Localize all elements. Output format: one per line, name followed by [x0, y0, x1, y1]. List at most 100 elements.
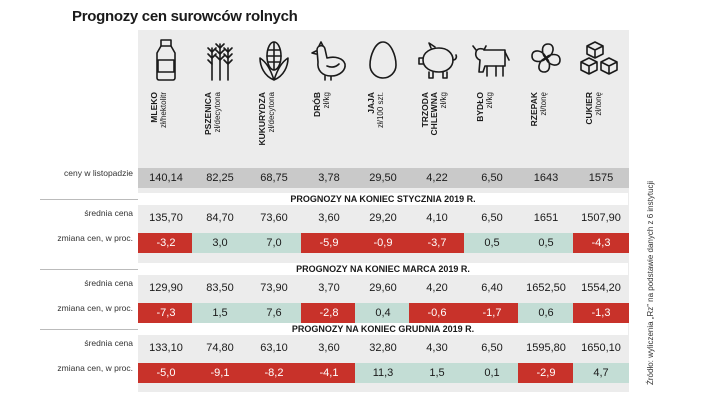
- change-pct-cell: 0,4: [355, 303, 411, 323]
- commodity-name: JAJA: [366, 92, 376, 114]
- row-label-change: zmiana cen, w proc.: [57, 303, 133, 313]
- commodity-header: PSZENICA zł/decytona: [192, 92, 248, 158]
- avg-price-cell: 6,50: [481, 342, 503, 354]
- egg-icon: [355, 30, 411, 90]
- change-pct-cell: -0,6: [409, 303, 465, 323]
- commodity-unit: zł/kg: [322, 92, 331, 109]
- row-label-change: zmiana cen, w proc.: [57, 233, 133, 243]
- commodity-unit: zł/100 szt.: [376, 92, 385, 129]
- current-price-cell: 1643: [518, 168, 574, 188]
- commodity-header: RZEPAK zł/tonę: [518, 92, 574, 158]
- current-price-cell: 82,25: [192, 168, 248, 188]
- change-pct-cell: -4,1: [301, 363, 357, 383]
- current-price-cell: 1575: [573, 168, 629, 188]
- commodity-name: RZEPAK: [529, 92, 539, 127]
- commodity-header: MLEKO zł/hektolitr: [138, 92, 194, 158]
- commodity-unit: zł/kg: [485, 92, 494, 109]
- avg-price-cell: 6,50: [481, 212, 503, 224]
- chart-title: Prognozy cen surowców rolnych: [72, 8, 298, 25]
- avg-price-cell: 3,60: [318, 342, 340, 354]
- change-pct-cell: 11,3: [355, 363, 411, 383]
- change-pct-cell: -5,9: [301, 233, 357, 253]
- change-pct-cell: 3,0: [192, 233, 248, 253]
- change-pct-cell: 4,7: [573, 363, 629, 383]
- commodity-header: CUKIER zł/tonę: [573, 92, 629, 158]
- commodity-unit: zł/tonę: [539, 92, 548, 116]
- row-label-avg: średnia cena: [84, 208, 133, 218]
- avg-price-cell: 29,60: [369, 282, 397, 294]
- milk-bottle-icon: [138, 30, 194, 90]
- change-pct-cell: -3,2: [138, 233, 194, 253]
- avg-price-cell: 1554,20: [581, 282, 621, 294]
- change-pct-cell: -8,2: [246, 363, 302, 383]
- avg-price-cell: 6,40: [481, 282, 503, 294]
- change-pct-cell: -0,9: [355, 233, 411, 253]
- avg-price-cell: 1650,10: [581, 342, 621, 354]
- commodity-name: KUKURYDZA: [257, 92, 267, 146]
- current-price-cell: 68,75: [246, 168, 302, 188]
- commodity-header: BYDŁO zł/kg: [464, 92, 520, 158]
- commodity-name: MLEKO: [149, 92, 159, 123]
- change-pct-cell: 1,5: [409, 363, 465, 383]
- change-pct-cell: 0,1: [464, 363, 520, 383]
- change-pct-cell: -5,0: [138, 363, 194, 383]
- commodity-header: KUKURYDZA zł/decytona: [246, 92, 302, 158]
- avg-price-cell: 32,80: [369, 342, 397, 354]
- avg-price-cell: 73,60: [260, 212, 288, 224]
- section-title: PROGNOZY NA KONIEC GRUDNIA 2019 R.: [138, 323, 628, 335]
- commodity-name: CUKIER: [584, 92, 594, 125]
- change-pct-cell: 7,0: [246, 233, 302, 253]
- avg-price-cell: 4,30: [426, 342, 448, 354]
- pig-icon: [409, 30, 465, 90]
- avg-price-cell: 4,10: [426, 212, 448, 224]
- commodity-name: DRÓB: [312, 92, 322, 118]
- avg-price-cell: 84,70: [206, 212, 234, 224]
- change-pct-cell: -1,3: [573, 303, 629, 323]
- commodity-unit: zł/decytona: [267, 92, 276, 133]
- row-label-avg: średnia cena: [84, 338, 133, 348]
- avg-price-cell: 83,50: [206, 282, 234, 294]
- change-pct-cell: -2,8: [301, 303, 357, 323]
- change-pct-cell: -7,3: [138, 303, 194, 323]
- commodity-unit: zł/hektolitr: [159, 92, 168, 129]
- commodity-unit: zł/tonę: [594, 92, 603, 116]
- change-pct-cell: -2,9: [518, 363, 574, 383]
- avg-price-cell: 4,20: [426, 282, 448, 294]
- change-pct-cell: 0,5: [464, 233, 520, 253]
- commodity-header: JAJA zł/100 szt.: [355, 92, 411, 158]
- change-pct-cell: 1,5: [192, 303, 248, 323]
- change-pct-cell: -1,7: [464, 303, 520, 323]
- corn-icon: [246, 30, 302, 90]
- commodity-header: TRZODA CHLEWNA zł/kg: [409, 92, 465, 158]
- row-label-current: ceny w listopadzie: [64, 168, 133, 178]
- rapeseed-flower-icon: [518, 30, 574, 90]
- commodity-unit: zł/kg: [439, 92, 448, 109]
- change-pct-cell: 0,6: [518, 303, 574, 323]
- change-pct-cell: -3,7: [409, 233, 465, 253]
- avg-price-cell: 3,70: [318, 282, 340, 294]
- avg-price-cell: 1651: [533, 212, 559, 224]
- commodity-name: PSZENICA: [203, 92, 213, 135]
- current-price-cell: 3,78: [301, 168, 357, 188]
- avg-price-cell: 135,70: [149, 212, 183, 224]
- change-pct-cell: -9,1: [192, 363, 248, 383]
- commodity-unit: zł/decytona: [213, 92, 222, 133]
- commodity-name: BYDŁO: [475, 92, 485, 122]
- avg-price-cell: 74,80: [206, 342, 234, 354]
- avg-price-cell: 1595,80: [526, 342, 566, 354]
- chicken-icon: [301, 30, 357, 90]
- commodity-header: DRÓB zł/kg: [301, 92, 357, 158]
- avg-price-cell: 73,90: [260, 282, 288, 294]
- current-price-cell: 4,22: [409, 168, 465, 188]
- current-price-cell: 6,50: [464, 168, 520, 188]
- sugar-cubes-icon: [573, 30, 629, 90]
- change-pct-cell: 0,5: [518, 233, 574, 253]
- change-pct-cell: -4,3: [573, 233, 629, 253]
- source-note: Źródło: wyliczenia „Rz” na podstawie dan…: [646, 180, 655, 385]
- avg-price-cell: 29,20: [369, 212, 397, 224]
- change-pct-cell: 7,6: [246, 303, 302, 323]
- current-price-cell: 29,50: [355, 168, 411, 188]
- current-price-cell: 140,14: [138, 168, 194, 188]
- commodity-name: TRZODA CHLEWNA: [420, 92, 439, 136]
- avg-price-cell: 1652,50: [526, 282, 566, 294]
